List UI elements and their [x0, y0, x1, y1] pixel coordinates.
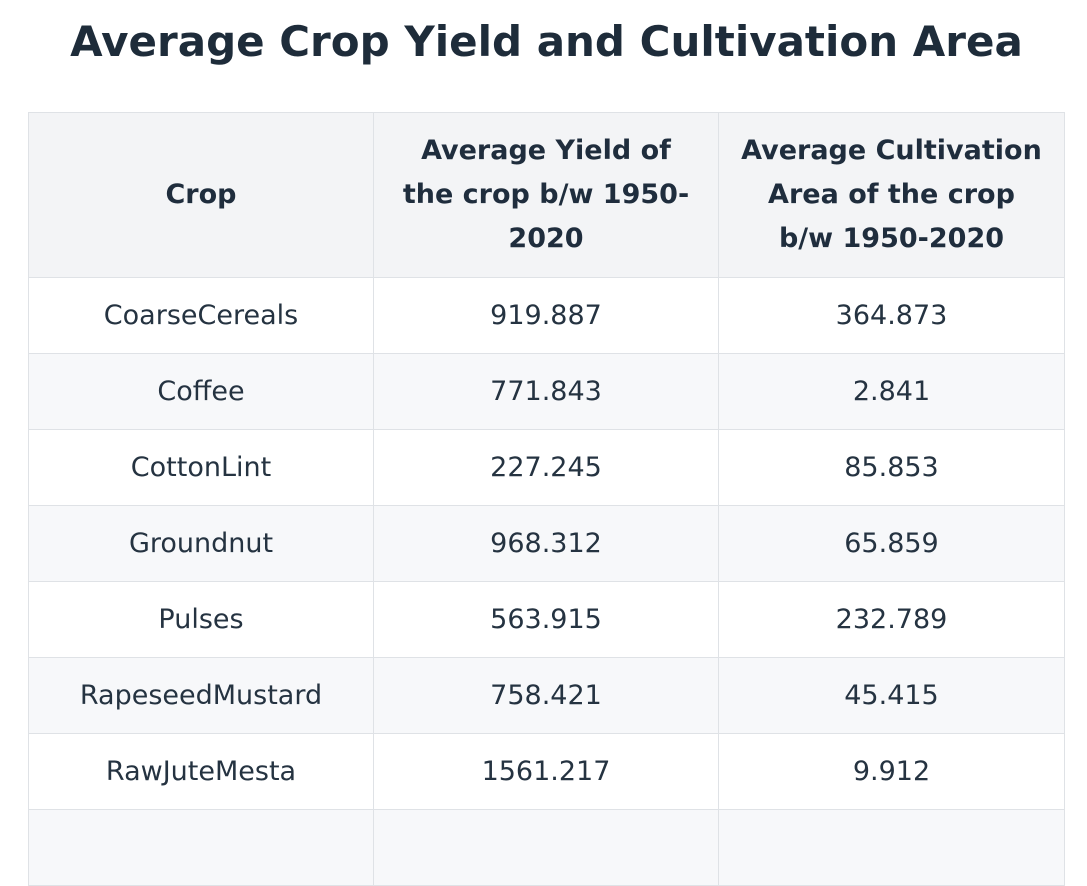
- yield-cell: 919.887: [373, 277, 719, 354]
- yield-cell: [373, 809, 719, 886]
- table-row: CottonLint 227.245 85.853: [28, 429, 1065, 506]
- table-row: RawJuteMesta 1561.217 9.912: [28, 733, 1065, 810]
- area-cell: 45.415: [718, 657, 1065, 734]
- table-row: CoarseCereals 919.887 364.873: [28, 277, 1065, 354]
- area-cell: 364.873: [718, 277, 1065, 354]
- crop-cell: RapeseedMustard: [28, 657, 374, 734]
- area-cell: [718, 809, 1065, 886]
- area-cell: 85.853: [718, 429, 1065, 506]
- area-cell: 65.859: [718, 505, 1065, 582]
- crop-table: Crop Average Yield of the crop b/w 1950-…: [28, 112, 1065, 886]
- yield-cell: 968.312: [373, 505, 719, 582]
- area-cell: 2.841: [718, 353, 1065, 430]
- table-row: Pulses 563.915 232.789: [28, 581, 1065, 658]
- crop-cell: RawJuteMesta: [28, 733, 374, 810]
- table-header-row: Crop Average Yield of the crop b/w 1950-…: [28, 112, 1065, 278]
- table-row: Coffee 771.843 2.841: [28, 353, 1065, 430]
- crop-cell: CoarseCereals: [28, 277, 374, 354]
- page-title: Average Crop Yield and Cultivation Area: [70, 17, 1023, 66]
- table-row: [28, 809, 1065, 886]
- crop-cell: Groundnut: [28, 505, 374, 582]
- column-header-average-yield[interactable]: Average Yield of the crop b/w 1950-2020: [373, 112, 719, 278]
- yield-cell: 1561.217: [373, 733, 719, 810]
- crop-cell: Coffee: [28, 353, 374, 430]
- yield-cell: 771.843: [373, 353, 719, 430]
- crop-cell: Pulses: [28, 581, 374, 658]
- yield-cell: 227.245: [373, 429, 719, 506]
- table-row: Groundnut 968.312 65.859: [28, 505, 1065, 582]
- yield-cell: 758.421: [373, 657, 719, 734]
- yield-cell: 563.915: [373, 581, 719, 658]
- crop-cell: CottonLint: [28, 429, 374, 506]
- table-row: RapeseedMustard 758.421 45.415: [28, 657, 1065, 734]
- area-cell: 232.789: [718, 581, 1065, 658]
- crop-cell: [28, 809, 374, 886]
- area-cell: 9.912: [718, 733, 1065, 810]
- column-header-crop[interactable]: Crop: [28, 112, 374, 278]
- column-header-average-cultivation-area[interactable]: Average Cultivation Area of the crop b/w…: [718, 112, 1065, 278]
